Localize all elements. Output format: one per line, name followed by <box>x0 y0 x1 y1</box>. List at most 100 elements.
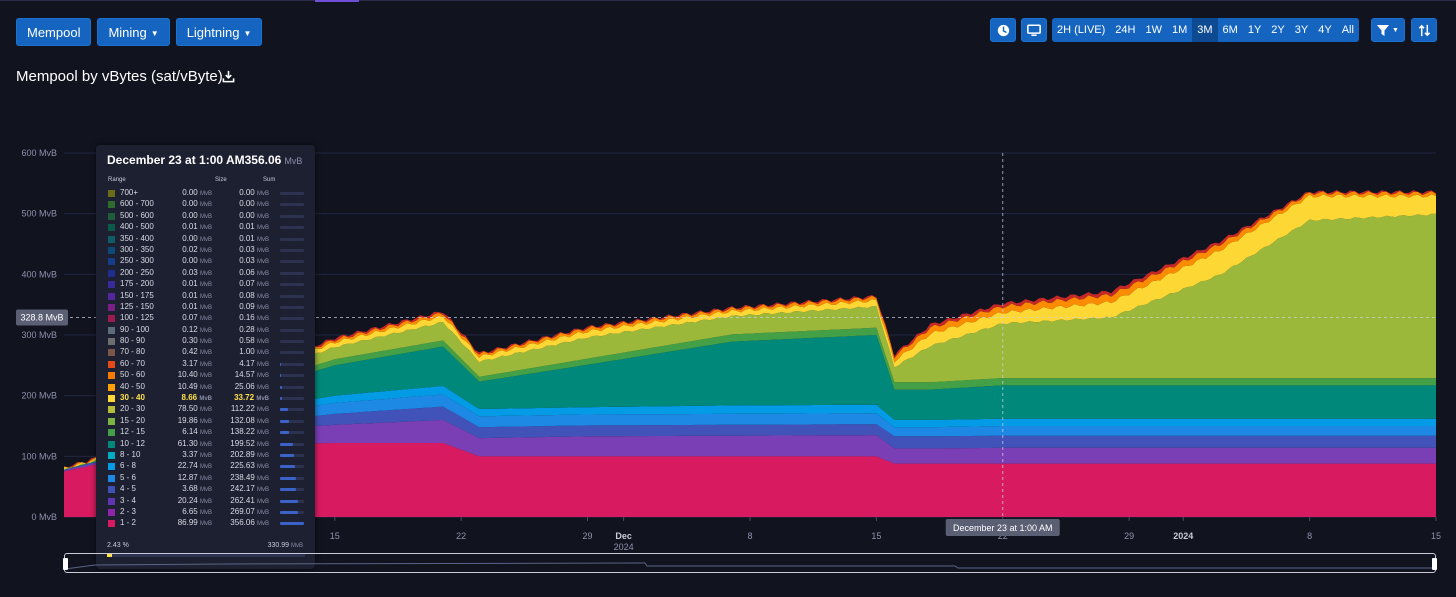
y-tick-label: 600 MvB <box>21 148 57 158</box>
tooltip-row: 12 - 15 6.14 MvB 138.22 MvB <box>96 427 315 438</box>
sum-value: 199.52 MvB <box>230 438 269 448</box>
range-label: 1 - 2 <box>120 518 137 528</box>
range-label: 12 - 15 <box>120 427 145 437</box>
range-1y[interactable]: 1Y <box>1247 24 1262 36</box>
series-swatch <box>108 212 115 220</box>
size-value: 10.49 MvB <box>177 381 212 391</box>
tooltip-row: 1 - 2 86.99 MvB 356.06 MvB <box>96 518 315 529</box>
sum-value: 0.06 MvB <box>239 267 269 277</box>
series-swatch <box>108 463 115 471</box>
size-value: 3.17 MvB <box>182 358 212 368</box>
series-area-20-30 <box>64 213 1436 470</box>
range-2h-live[interactable]: 2H (LIVE) <box>1057 24 1106 36</box>
range-label: 6 - 8 <box>120 461 137 471</box>
tooltip-row: 175 - 200 0.01 MvB 0.07 MvB <box>96 279 315 290</box>
tooltip-row: 50 - 60 10.40 MvB 14.57 MvB <box>96 370 315 381</box>
series-swatch <box>108 326 115 334</box>
zoom-slider[interactable] <box>64 553 1436 573</box>
monitor-button[interactable] <box>1021 18 1047 42</box>
series-swatch <box>108 269 115 277</box>
sum-bar <box>280 226 304 230</box>
y-tick-label: 200 MvB <box>21 391 57 401</box>
x-axis-year-label: 2024 <box>614 542 634 552</box>
download-icon[interactable] <box>222 70 235 83</box>
tooltip-header-sum: Sum <box>263 177 276 183</box>
x-tick-label: 15 <box>871 531 881 541</box>
tooltip-row: 400 - 500 0.01 MvB 0.01 MvB <box>96 222 315 233</box>
crosshair-x-label-bg <box>945 519 1060 536</box>
range-label: 4 - 5 <box>120 484 137 494</box>
x-tick-label: 8 <box>747 531 752 541</box>
tooltip-row: 8 - 10 3.37 MvB 202.89 MvB <box>96 450 315 461</box>
series-swatch <box>108 508 115 516</box>
sum-bar <box>280 488 304 492</box>
size-value: 3.68 MvB <box>182 484 212 494</box>
tooltip-footer-unit: MvB <box>291 543 303 549</box>
invert-order-button[interactable] <box>1411 18 1437 42</box>
sum-value: 112.22 MvB <box>230 404 269 414</box>
clock-button[interactable] <box>990 18 1016 42</box>
tooltip-row: 15 - 20 19.86 MvB 132.08 MvB <box>96 416 315 427</box>
tooltip-rows: 700+ 0.00 MvB 0.00 MvB 600 - 700 0.00 MvB 0.0… <box>96 188 315 530</box>
tooltip-row: 80 - 90 0.30 MvB 0.58 MvB <box>96 336 315 347</box>
size-value: 0.01 MvB <box>182 222 212 232</box>
sum-value: 269.07 MvB <box>230 506 269 516</box>
series-swatch <box>108 451 115 459</box>
filter-dropdown[interactable]: ▼ <box>1371 18 1405 42</box>
size-value: 0.03 MvB <box>182 267 212 277</box>
tooltip-total-unit: MvB <box>284 156 303 166</box>
caret-down-icon: ▼ <box>150 28 159 38</box>
range-all[interactable]: All <box>1341 24 1354 36</box>
x-tick-label: 2024 <box>1173 531 1193 541</box>
tooltip-total: 356.06 <box>244 153 282 167</box>
series-swatch <box>108 429 115 437</box>
x-tick-label: 22 <box>456 531 466 541</box>
crosshair-y-label: 328.8 MvB <box>20 313 63 323</box>
tooltip-header-range: Range <box>108 177 126 183</box>
size-value: 0.42 MvB <box>182 347 212 357</box>
sum-bar <box>280 317 304 321</box>
range-1w[interactable]: 1W <box>1145 24 1162 36</box>
size-value: 61.30 MvB <box>177 438 212 448</box>
series-swatch <box>108 474 115 482</box>
lightning-dropdown[interactable]: Lightning ▼ <box>175 18 263 46</box>
x-tick-label: 8 <box>1307 531 1312 541</box>
size-value: 6.14 MvB <box>182 427 212 437</box>
series-swatch <box>108 417 115 425</box>
slider-sparkline <box>65 562 1435 570</box>
sum-bar <box>280 248 304 252</box>
sum-value: 262.41 MvB <box>230 495 269 505</box>
sum-value: 0.03 MvB <box>239 244 269 254</box>
series-swatch <box>108 440 115 448</box>
series-swatch <box>108 235 115 243</box>
tooltip-row: 3 - 4 20.24 MvB 262.41 MvB <box>96 496 315 507</box>
slider-left-handle[interactable] <box>63 558 68 570</box>
range-3m[interactable]: 3M <box>1192 18 1218 42</box>
series-swatch <box>108 338 115 346</box>
range-selector: 2H (LIVE) 24H 1W 1M 3M 6M 1Y 2Y 3Y 4Y All <box>1052 18 1359 42</box>
range-label: 70 - 80 <box>120 347 145 357</box>
size-value: 0.01 MvB <box>182 279 212 289</box>
mempool-button[interactable]: Mempool <box>16 18 92 46</box>
range-label: 350 - 400 <box>120 233 154 243</box>
sum-bar <box>280 283 304 287</box>
series-area-2-4 <box>64 419 1436 472</box>
series-swatch <box>108 395 115 403</box>
range-4y[interactable]: 4Y <box>1318 24 1332 36</box>
range-label: 60 - 70 <box>120 358 145 368</box>
tooltip-footer-total: 330.99 MvB <box>268 542 303 549</box>
mining-dropdown[interactable]: Mining ▼ <box>97 18 170 46</box>
sum-bar <box>280 305 304 309</box>
sum-bar <box>280 397 304 401</box>
sum-value: 242.17 MvB <box>230 484 269 494</box>
series-swatch <box>108 246 115 254</box>
range-24h[interactable]: 24H <box>1115 24 1136 36</box>
y-tick-label: 0 MvB <box>31 512 57 522</box>
range-3y[interactable]: 3Y <box>1294 24 1309 36</box>
range-6m[interactable]: 6M <box>1222 24 1238 36</box>
tooltip-row: 6 - 8 22.74 MvB 225.63 MvB <box>96 461 315 472</box>
range-2y[interactable]: 2Y <box>1271 24 1285 36</box>
range-1m[interactable]: 1M <box>1171 24 1188 36</box>
crosshair-y-label-bg <box>16 309 68 326</box>
slider-right-handle[interactable] <box>1432 558 1437 570</box>
